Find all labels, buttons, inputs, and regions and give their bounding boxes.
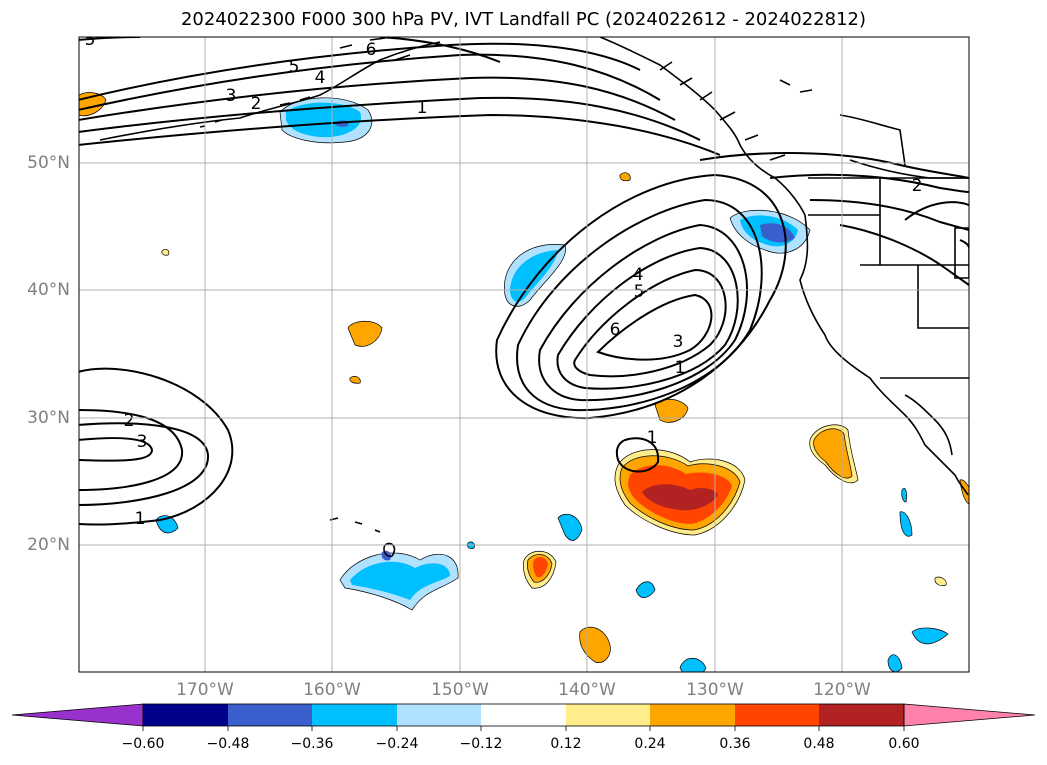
- lat-label: 20°N: [27, 535, 70, 555]
- map-plot-area: 5 6 5 4 3 2 1 2 4 5 6 3 1 1 2 3 1: [79, 30, 969, 672]
- colorbar-tick: 0.48: [803, 736, 834, 752]
- colorbar-bin: [228, 704, 312, 726]
- colorbar-tick: 0.24: [634, 736, 665, 752]
- ivt-contours: [79, 37, 969, 526]
- lon-label: 140°W: [558, 680, 616, 700]
- colorbar: −0.60 −0.48 −0.36 −0.24 −0.12 0.12 0.24 …: [11, 703, 1036, 752]
- contour-label: 5: [634, 282, 645, 302]
- colorbar-tick: −0.24: [376, 736, 419, 752]
- colorbar-tick: 0.60: [888, 736, 919, 752]
- lon-label: 160°W: [303, 680, 361, 700]
- colorbar-tick: −0.12: [460, 736, 503, 752]
- lon-label: 170°W: [176, 680, 234, 700]
- lat-label: 50°N: [27, 153, 70, 173]
- map-frame: [78, 36, 970, 673]
- latitude-labels: 50°N 40°N 30°N 20°N: [27, 153, 70, 555]
- colorbar-extend-high: [903, 703, 1036, 727]
- pv-negative-shading: [155, 97, 949, 672]
- contour-label: 5: [289, 57, 300, 77]
- colorbar-bin: [143, 704, 228, 726]
- contour-label: 6: [610, 320, 621, 340]
- contour-label: 3: [137, 432, 148, 452]
- colorbar-extend-low: [11, 703, 144, 727]
- colorbar-tick: −0.60: [122, 736, 165, 752]
- colorbar-bin: [397, 704, 481, 726]
- lon-label: 150°W: [431, 680, 489, 700]
- contour-label: 1: [417, 98, 428, 118]
- contour-label: 3: [226, 86, 237, 106]
- contour-label: 1: [675, 358, 686, 378]
- contour-label: 4: [315, 68, 326, 88]
- map-title: 2024022300 F000 300 hPa PV, IVT Landfall…: [180, 9, 867, 30]
- contour-label: 6: [366, 40, 377, 60]
- lat-label: 30°N: [27, 408, 70, 428]
- colorbar-bin: [312, 704, 397, 726]
- contour-label: 5: [85, 30, 96, 50]
- contour-labels: 5 6 5 4 3 2 1 2 4 5 6 3 1 1 2 3 1: [85, 30, 923, 529]
- coastlines: [99, 37, 969, 558]
- colorbar-bin: [735, 704, 819, 726]
- gridlines: [79, 37, 969, 672]
- lon-label: 130°W: [686, 680, 744, 700]
- colorbar-frame: [142, 703, 905, 727]
- colorbar-tick: 0.36: [719, 736, 750, 752]
- colorbar-bin: [566, 704, 650, 726]
- colorbar-bin: [481, 704, 566, 726]
- contour-label: 1: [647, 428, 658, 448]
- contour-label: 3: [673, 332, 684, 352]
- contour-label: 1: [135, 509, 146, 529]
- colorbar-tick: 0.12: [550, 736, 581, 752]
- colorbar-bin: [819, 704, 904, 726]
- colorbar-tick: −0.36: [291, 736, 334, 752]
- colorbar-tick: −0.48: [207, 736, 250, 752]
- colorbar-bin: [650, 704, 735, 726]
- contour-label: 2: [251, 94, 262, 114]
- lat-label: 40°N: [27, 280, 70, 300]
- longitude-labels: 170°W 160°W 150°W 140°W 130°W 120°W: [176, 680, 871, 700]
- lon-label: 120°W: [813, 680, 871, 700]
- contour-label: 2: [912, 176, 923, 196]
- contour-label: 2: [124, 411, 135, 431]
- contour-label: 4: [633, 265, 644, 285]
